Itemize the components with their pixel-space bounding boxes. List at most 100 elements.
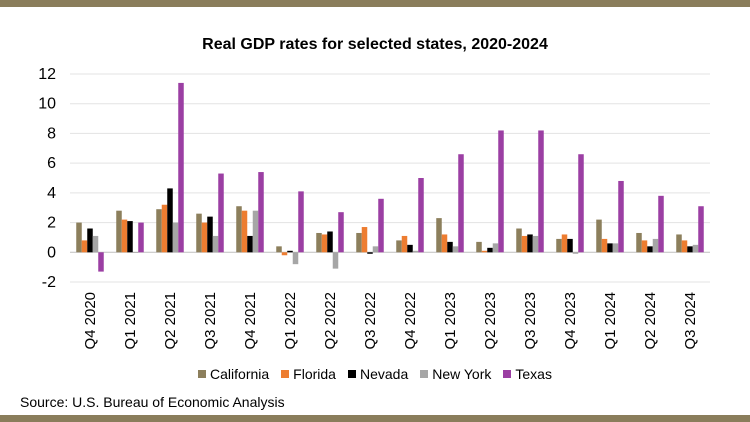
legend-swatch	[420, 370, 429, 378]
bar-california	[156, 209, 162, 253]
y-tick-label: 0	[47, 244, 56, 261]
bar-california	[116, 210, 122, 253]
bar-texas	[258, 172, 264, 253]
x-tick-label: Q3 2023	[522, 292, 539, 350]
x-tick-label: Q2 2024	[642, 292, 659, 350]
y-tick-label: 6	[47, 155, 56, 172]
bar-new-york	[412, 250, 419, 253]
bottom-border-band	[0, 415, 750, 422]
bar-california	[76, 222, 82, 253]
x-tick-label: Q3 2024	[682, 292, 699, 350]
bar-texas	[378, 198, 384, 253]
tick-labels: -2 0 2 4 6 8 10 12 Q4 2020 Q1 2021 Q2 2021 Q3 2021 Q…	[38, 66, 699, 350]
bar-florida	[561, 234, 568, 253]
bar-texas	[418, 178, 424, 253]
x-tick-label: Q1 2021	[122, 292, 139, 350]
bar-florida	[441, 234, 448, 253]
bar-new-york	[172, 222, 179, 253]
bar-nevada	[407, 244, 413, 253]
bar-nevada	[447, 241, 453, 253]
bar-nevada	[647, 246, 653, 253]
x-tick-label: Q2 2023	[482, 292, 499, 350]
bar-new-york	[692, 244, 699, 253]
legend-item: Florida	[281, 366, 336, 382]
bar-texas	[498, 130, 504, 253]
bar-texas	[218, 173, 224, 253]
bar-nevada	[87, 228, 93, 253]
source-note: Source: U.S. Bureau of Economic Analysis	[20, 394, 285, 410]
legend-swatch	[281, 370, 290, 378]
bar-california	[676, 234, 682, 253]
bar-nevada	[327, 231, 333, 253]
legend-label: Nevada	[359, 366, 409, 382]
bar-new-york	[372, 246, 379, 253]
bar-california	[436, 218, 442, 253]
bar-california	[356, 232, 362, 253]
bar-new-york	[652, 238, 659, 253]
legend-label: Florida	[293, 366, 336, 382]
y-tick-label: 12	[38, 66, 56, 83]
bar-new-york	[132, 252, 139, 253]
chart-title: Real GDP rates for selected states, 2020…	[202, 36, 548, 53]
bar-florida	[321, 234, 328, 253]
legend-item: New York	[420, 366, 491, 382]
bar-new-york	[492, 243, 499, 253]
bar-texas	[658, 195, 664, 253]
bar-nevada	[567, 238, 573, 253]
bar-texas	[538, 130, 544, 253]
y-tick-label: 4	[47, 185, 56, 202]
x-tick-label: Q4 2021	[242, 292, 259, 350]
y-tick-label: -2	[42, 274, 56, 291]
bar-california	[476, 241, 482, 253]
x-tick-label: Q4 2022	[402, 292, 419, 350]
bar-florida	[481, 250, 488, 253]
bar-new-york	[612, 243, 619, 253]
bar-florida	[521, 235, 528, 253]
legend-label: New York	[432, 366, 492, 382]
legend-item: California	[198, 366, 269, 382]
bar-new-york	[292, 252, 299, 265]
x-tick-label: Q2 2021	[162, 292, 179, 350]
legend-label: Texas	[515, 366, 552, 382]
top-border-band	[0, 0, 750, 7]
bar-new-york	[252, 210, 259, 253]
bar-california	[236, 206, 242, 253]
bar-florida	[121, 219, 128, 253]
bar-florida	[281, 252, 288, 256]
bar-texas	[618, 180, 624, 253]
bar-california	[316, 232, 322, 253]
bar-texas	[138, 222, 144, 253]
bar-nevada	[487, 247, 493, 253]
bar-florida	[641, 240, 648, 253]
legend-swatch	[347, 370, 356, 378]
bar-new-york	[92, 235, 99, 253]
x-tick-label: Q3 2022	[362, 292, 379, 350]
bar-texas	[298, 191, 304, 253]
bar-california	[556, 238, 562, 253]
bar-new-york	[572, 252, 579, 254]
legend-swatch	[503, 370, 512, 378]
legend-item: Nevada	[347, 366, 409, 382]
bar-texas	[698, 206, 704, 253]
x-tick-label: Q1 2024	[602, 292, 619, 350]
bar-florida	[601, 238, 608, 253]
bar-nevada	[607, 243, 613, 253]
bar-texas	[578, 154, 584, 253]
bar-nevada	[127, 221, 133, 253]
bar-new-york	[532, 235, 539, 253]
bar-nevada	[527, 234, 533, 253]
bar-florida	[241, 210, 248, 253]
x-tick-label: Q1 2023	[442, 292, 459, 350]
bar-california	[396, 240, 402, 253]
bar-nevada	[687, 246, 693, 253]
legend-label: California	[210, 366, 270, 382]
bar-florida	[161, 204, 168, 253]
y-tick-label: 8	[47, 125, 56, 142]
bar-california	[196, 213, 202, 253]
bar-new-york	[332, 252, 339, 269]
bar-nevada	[287, 250, 293, 253]
legend-swatch	[198, 370, 207, 378]
bar-texas	[338, 212, 344, 253]
bar-florida	[361, 227, 368, 253]
bar-florida	[201, 222, 208, 253]
